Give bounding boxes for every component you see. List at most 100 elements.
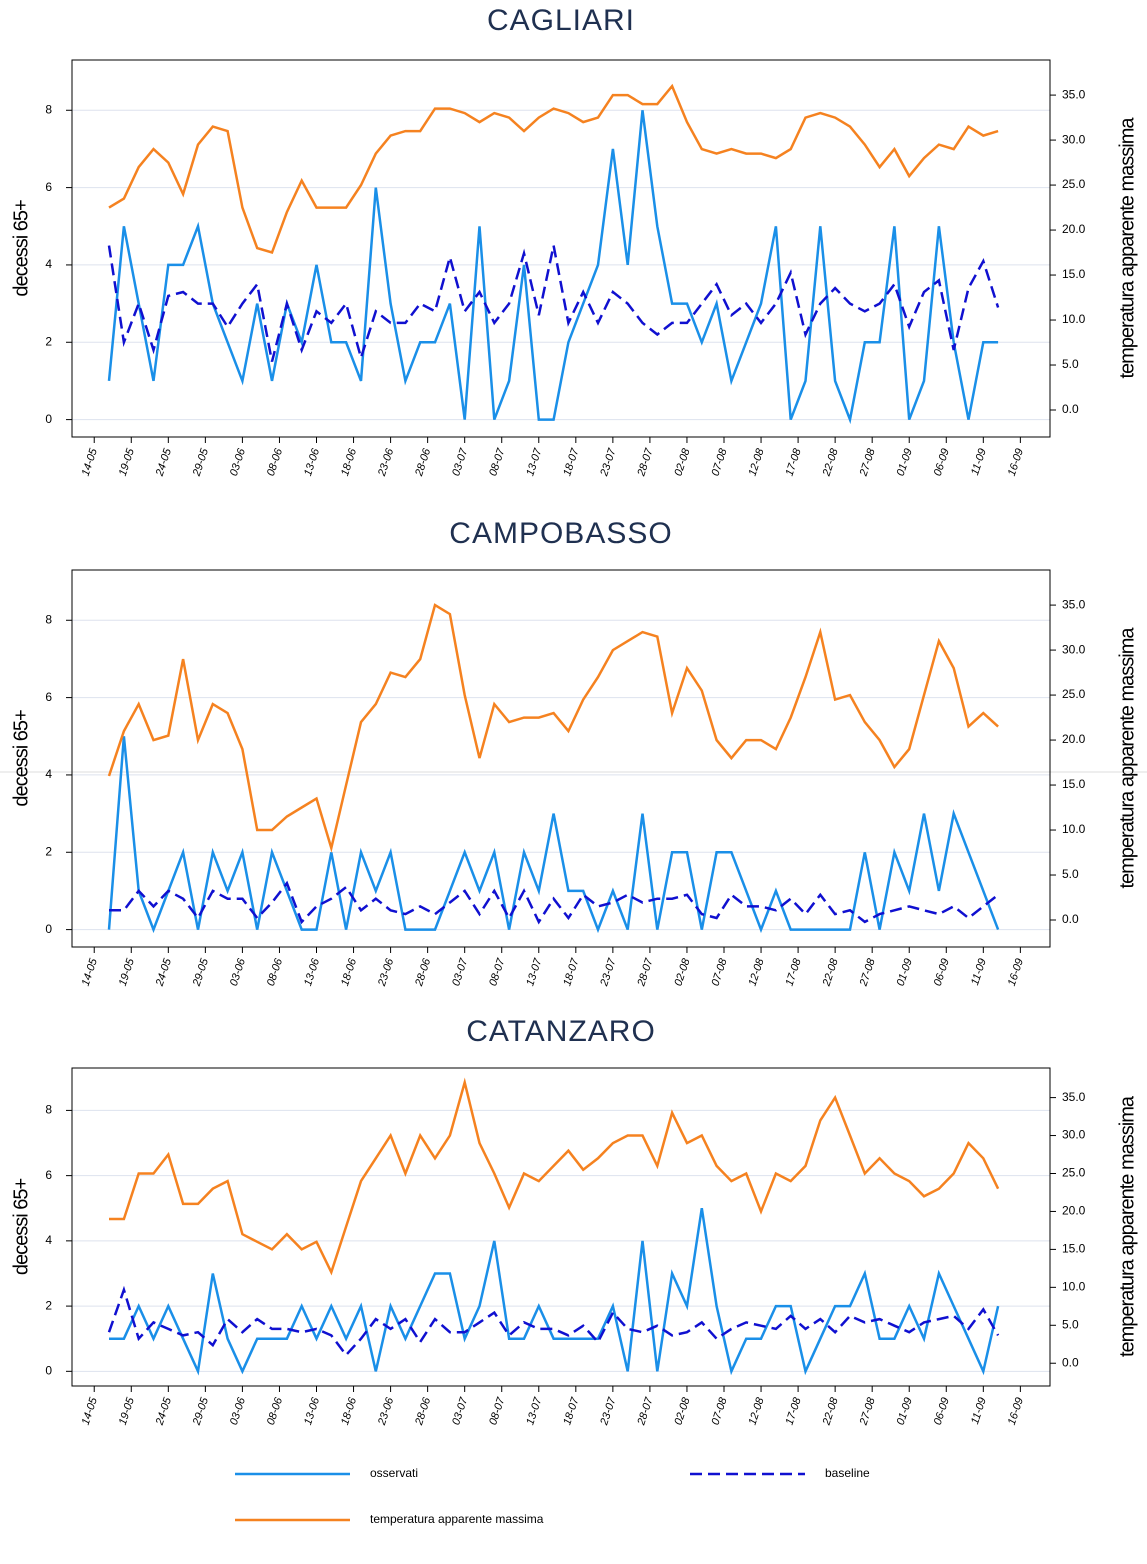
x-tick-label: 13-07 bbox=[524, 1395, 544, 1426]
x-tick-label: 24-05 bbox=[154, 956, 175, 988]
y-tick-label: 6 bbox=[45, 180, 52, 194]
x-tick-label: 23-07 bbox=[598, 1395, 619, 1427]
x-tick-label: 14-05 bbox=[80, 1395, 100, 1426]
x-tick-label: 23-06 bbox=[376, 1395, 397, 1427]
y2-tick-label: 35.0 bbox=[1062, 87, 1086, 101]
series-line bbox=[107, 1285, 1000, 1357]
x-tick-label: 03-07 bbox=[450, 446, 470, 477]
x-tick-label: 11-09 bbox=[969, 957, 989, 987]
x-tick-label: 03-06 bbox=[228, 956, 248, 987]
x-tick-label: 08-07 bbox=[487, 956, 507, 987]
x-tick-label: 29-05 bbox=[191, 446, 212, 478]
y2-tick-label: 35.0 bbox=[1062, 597, 1086, 611]
chart-title: CAGLIARI bbox=[487, 4, 635, 37]
legend-label: osservati bbox=[370, 1466, 418, 1480]
y2-tick-label: 15.0 bbox=[1062, 1242, 1086, 1256]
x-tick-label: 13-07 bbox=[524, 956, 544, 987]
plot-frame bbox=[71, 1067, 1051, 1387]
y2-axis-label: temperatura apparente massima bbox=[1116, 1095, 1138, 1357]
x-tick-label: 22-08 bbox=[820, 1395, 841, 1427]
x-tick-label: 18-06 bbox=[339, 446, 359, 477]
legend-label: baseline bbox=[825, 1466, 870, 1480]
y2-tick-label: 25.0 bbox=[1062, 177, 1086, 191]
y2-tick-label: 25.0 bbox=[1062, 1166, 1086, 1180]
y-tick-label: 4 bbox=[45, 767, 52, 781]
x-tick-label: 07-08 bbox=[710, 446, 730, 477]
y-tick-label: 4 bbox=[45, 257, 52, 271]
x-tick-label: 17-08 bbox=[784, 956, 804, 987]
x-tick-label: 03-06 bbox=[228, 446, 248, 477]
x-tick-label: 29-05 bbox=[191, 956, 212, 988]
series-line bbox=[109, 1077, 1000, 1276]
x-tick-label: 02-08 bbox=[672, 1395, 692, 1426]
y2-tick-label: 0.0 bbox=[1062, 402, 1079, 416]
x-tick-label: 18-06 bbox=[339, 956, 359, 987]
y2-tick-label: 0.0 bbox=[1062, 912, 1079, 926]
x-tick-label: 08-07 bbox=[487, 1395, 507, 1426]
y-tick-label: 8 bbox=[45, 1103, 52, 1117]
y2-tick-label: 35.0 bbox=[1062, 1090, 1086, 1104]
chart-title: CATANZARO bbox=[466, 1015, 656, 1048]
x-tick-label: 08-06 bbox=[265, 956, 285, 987]
x-tick-label: 11-09 bbox=[969, 447, 989, 477]
y-tick-label: 6 bbox=[45, 690, 52, 704]
series-line bbox=[107, 110, 999, 425]
x-tick-label: 03-06 bbox=[228, 1395, 248, 1426]
y2-tick-label: 30.0 bbox=[1062, 132, 1086, 146]
y-axis-label: decessi 65+ bbox=[10, 200, 32, 297]
x-tick-label: 01-09 bbox=[895, 957, 915, 987]
x-tick-label: 18-07 bbox=[561, 446, 581, 477]
y2-tick-label: 15.0 bbox=[1062, 267, 1086, 281]
x-tick-label: 16-09 bbox=[1006, 1396, 1026, 1426]
x-tick-label: 23-07 bbox=[598, 956, 619, 988]
x-tick-label: 13-06 bbox=[302, 956, 322, 987]
y-tick-label: 2 bbox=[45, 1298, 52, 1312]
x-tick-label: 13-06 bbox=[302, 446, 322, 477]
y-tick-label: 6 bbox=[45, 1168, 52, 1182]
x-tick-label: 23-06 bbox=[376, 446, 397, 478]
x-tick-label: 22-08 bbox=[820, 956, 841, 988]
x-tick-label: 23-07 bbox=[598, 446, 619, 478]
x-tick-label: 28-06 bbox=[413, 956, 434, 988]
x-tick-label: 27-08 bbox=[857, 1395, 878, 1427]
y2-tick-label: 5.0 bbox=[1062, 1317, 1079, 1331]
x-tick-label: 08-06 bbox=[265, 1395, 285, 1426]
y2-tick-label: 30.0 bbox=[1062, 1128, 1086, 1142]
x-tick-label: 06-09 bbox=[932, 1396, 952, 1426]
x-tick-label: 03-07 bbox=[450, 1395, 470, 1426]
x-tick-label: 07-08 bbox=[710, 956, 730, 987]
x-tick-label: 07-08 bbox=[710, 1395, 730, 1426]
x-tick-label: 16-09 bbox=[1006, 447, 1026, 477]
x-tick-label: 28-07 bbox=[635, 1395, 656, 1427]
x-tick-label: 24-05 bbox=[154, 1395, 175, 1427]
x-tick-label: 12-08 bbox=[747, 1395, 767, 1426]
y2-tick-label: 10.0 bbox=[1062, 312, 1086, 326]
x-tick-label: 28-07 bbox=[635, 956, 656, 988]
x-tick-label: 08-06 bbox=[265, 446, 285, 477]
series-line bbox=[107, 736, 1000, 934]
y2-axis-label: temperatura apparente massima bbox=[1116, 117, 1138, 379]
plot-frame bbox=[71, 59, 1051, 438]
y2-tick-label: 10.0 bbox=[1062, 1280, 1086, 1294]
y2-tick-label: 0.0 bbox=[1062, 1355, 1079, 1369]
legend-label: temperatura apparente massima bbox=[370, 1512, 544, 1526]
y-tick-label: 0 bbox=[45, 922, 52, 936]
y2-axis-label: temperatura apparente massima bbox=[1116, 627, 1138, 889]
y-tick-label: 2 bbox=[45, 844, 52, 858]
x-tick-label: 12-08 bbox=[747, 956, 767, 987]
series-line bbox=[107, 245, 1000, 363]
x-tick-label: 06-09 bbox=[932, 447, 952, 477]
x-tick-label: 28-06 bbox=[413, 446, 434, 478]
series-line bbox=[107, 603, 999, 853]
x-tick-label: 13-06 bbox=[302, 1395, 322, 1426]
x-tick-label: 08-07 bbox=[487, 446, 507, 477]
y-tick-label: 8 bbox=[45, 612, 52, 626]
y-tick-label: 0 bbox=[45, 1363, 52, 1377]
x-tick-label: 19-05 bbox=[117, 1395, 137, 1426]
x-tick-label: 01-09 bbox=[895, 447, 915, 477]
x-tick-label: 06-09 bbox=[932, 957, 952, 987]
x-tick-label: 27-08 bbox=[857, 956, 878, 988]
y2-tick-label: 5.0 bbox=[1062, 867, 1079, 881]
y2-tick-label: 5.0 bbox=[1062, 357, 1079, 371]
